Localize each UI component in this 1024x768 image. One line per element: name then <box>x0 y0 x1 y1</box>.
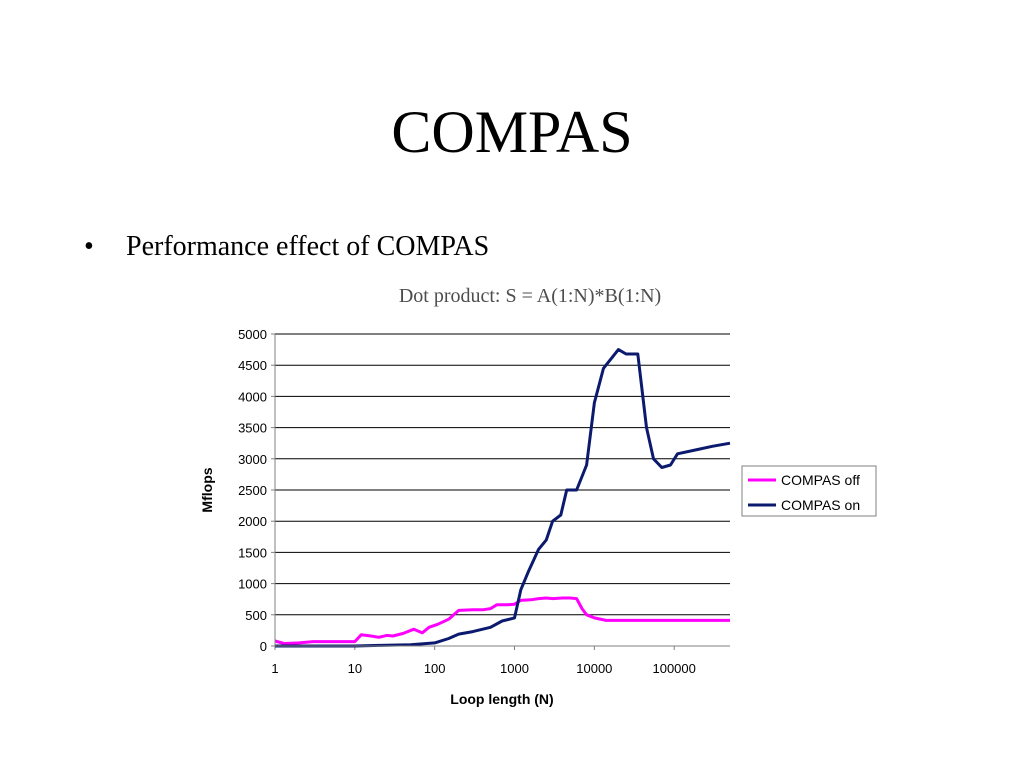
y-tick-label: 1000 <box>238 577 267 592</box>
y-tick-label: 4000 <box>238 389 267 404</box>
y-tick-label: 0 <box>260 639 267 654</box>
legend: COMPAS off COMPAS on <box>741 465 877 517</box>
legend-label-compas-off: COMPAS off <box>781 472 860 488</box>
legend-box <box>741 465 877 517</box>
bullet-text: Performance effect of COMPAS <box>126 231 490 262</box>
y-tick-label: 2000 <box>238 514 267 529</box>
y-tick-label: 3500 <box>238 421 267 436</box>
y-tick-label: 5000 <box>238 327 267 342</box>
y-tick-label: 2500 <box>238 483 267 498</box>
chart-title: Dot product: S = A(1:N)*B(1:N) <box>398 285 662 307</box>
y-axis-label: Mflops <box>199 467 215 512</box>
x-tick-label: 1000 <box>500 661 529 676</box>
y-tick-label: 3000 <box>238 452 267 467</box>
x-axis-label: Loop length (N) <box>450 691 553 707</box>
x-tick-label: 10000 <box>576 661 612 676</box>
y-tick-label: 4500 <box>238 358 267 373</box>
y-tick-label: 500 <box>245 608 267 623</box>
x-tick-labels: 1 10 100 1000 10000 100000 <box>271 646 696 676</box>
x-tick-label: 100000 <box>652 661 695 676</box>
legend-label-compas-on: COMPAS on <box>781 497 860 513</box>
grid-lines <box>275 333 730 616</box>
x-tick-label: 1 <box>271 661 278 676</box>
series-line-compas-on <box>275 348 731 648</box>
y-tick-label: 1500 <box>238 545 267 560</box>
series-line-compas-off <box>274 596 730 645</box>
y-tick-labels: 0 500 1000 1500 2000 2500 3000 3500 4000 4500 5000 <box>238 327 275 654</box>
bullet-marker: • <box>84 231 94 262</box>
bullet-item: • Performance effect of COMPAS <box>84 230 489 264</box>
slide-title: COMPAS <box>391 99 633 165</box>
x-tick-label: 10 <box>348 661 362 676</box>
x-tick-label: 100 <box>424 661 446 676</box>
series-lines <box>274 348 731 648</box>
